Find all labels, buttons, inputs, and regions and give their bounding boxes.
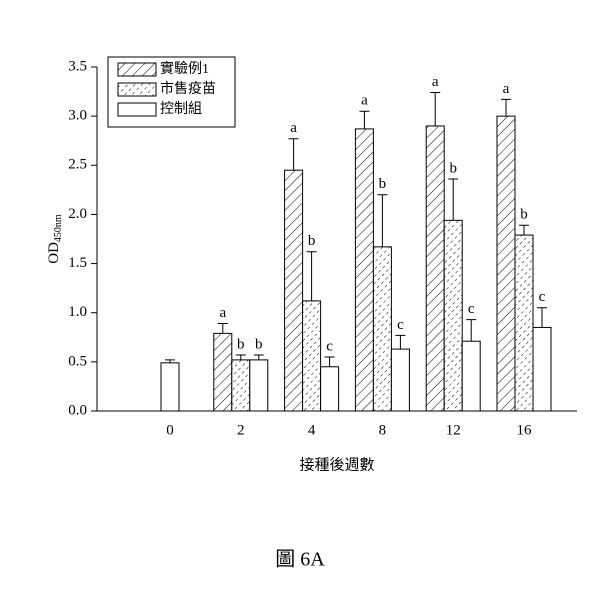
- significance-letter: b: [449, 160, 457, 176]
- significance-letter: a: [219, 305, 226, 321]
- bar: [390, 348, 410, 412]
- legend-swatch: [117, 82, 157, 97]
- significance-letter: a: [290, 120, 297, 136]
- significance-letter: b: [379, 176, 387, 192]
- significance-letter: c: [397, 317, 404, 333]
- significance-letter: a: [503, 81, 510, 97]
- legend-swatch: [117, 62, 157, 77]
- error-bar: [288, 138, 299, 171]
- bar: [372, 246, 392, 412]
- error-bar: [324, 356, 335, 367]
- bar: [284, 169, 304, 412]
- x-tick-label: 16: [517, 422, 533, 438]
- x-tick-label: 12: [446, 422, 461, 438]
- error-bar: [448, 178, 459, 221]
- x-tick-label: 8: [379, 422, 387, 438]
- error-bar: [217, 323, 228, 334]
- bar: [213, 332, 233, 412]
- bar: [160, 362, 180, 412]
- y-tick-label: 0.5: [68, 353, 87, 369]
- significance-letter: c: [468, 301, 475, 317]
- significance-letter: c: [539, 289, 546, 305]
- bar: [302, 300, 322, 412]
- bar: [443, 219, 463, 412]
- x-tick-label: 0: [166, 422, 174, 438]
- y-label-main: OD: [46, 242, 62, 264]
- y-tick-label: 1.0: [68, 304, 87, 320]
- bar: [320, 366, 340, 412]
- y-tick-label: 3.0: [68, 108, 87, 124]
- y-tick-label: 2.0: [68, 206, 87, 222]
- bar: [496, 115, 516, 412]
- error-bar: [306, 251, 317, 301]
- error-bar: [466, 319, 477, 342]
- y-tick-label: 0.0: [68, 402, 87, 418]
- figure-caption: 圖 6A: [275, 549, 325, 571]
- error-bar: [430, 92, 441, 126]
- legend-label: 實驗例1: [160, 60, 209, 77]
- error-bar: [235, 354, 246, 360]
- y-tick-label: 3.5: [68, 58, 87, 74]
- y-tick-label: 2.5: [68, 157, 87, 173]
- x-tick-label: 2: [237, 422, 245, 438]
- y-axis-label: OD450nm: [46, 214, 64, 264]
- error-bar: [377, 194, 388, 247]
- significance-letter: c: [326, 338, 333, 354]
- significance-letter: a: [361, 93, 368, 109]
- significance-letter: b: [255, 336, 263, 352]
- significance-letter: a: [432, 74, 439, 90]
- legend-swatch: [117, 102, 157, 117]
- legend-label: 控制組: [160, 101, 202, 117]
- error-bar: [253, 354, 264, 360]
- bar: [249, 359, 269, 412]
- error-bar: [537, 307, 547, 328]
- x-axis-label: 接種後週數: [299, 456, 374, 473]
- significance-letter: b: [520, 207, 528, 223]
- error-bar: [519, 224, 529, 236]
- significance-letter: b: [237, 336, 245, 352]
- bar: [425, 125, 445, 412]
- x-tick-label: 4: [308, 422, 316, 438]
- y-label-sub: 450nm: [53, 214, 64, 242]
- error-bar: [165, 359, 175, 363]
- bar: [231, 359, 251, 412]
- error-bar: [359, 110, 370, 129]
- legend-label: 市售疫苗: [160, 80, 216, 97]
- bar: [354, 128, 374, 412]
- bar: [532, 326, 552, 412]
- error-bar: [501, 98, 511, 117]
- y-tick-label: 1.5: [68, 255, 87, 271]
- significance-letter: b: [308, 233, 316, 249]
- bar: [461, 340, 481, 412]
- error-bar: [395, 334, 406, 350]
- bar: [514, 234, 534, 412]
